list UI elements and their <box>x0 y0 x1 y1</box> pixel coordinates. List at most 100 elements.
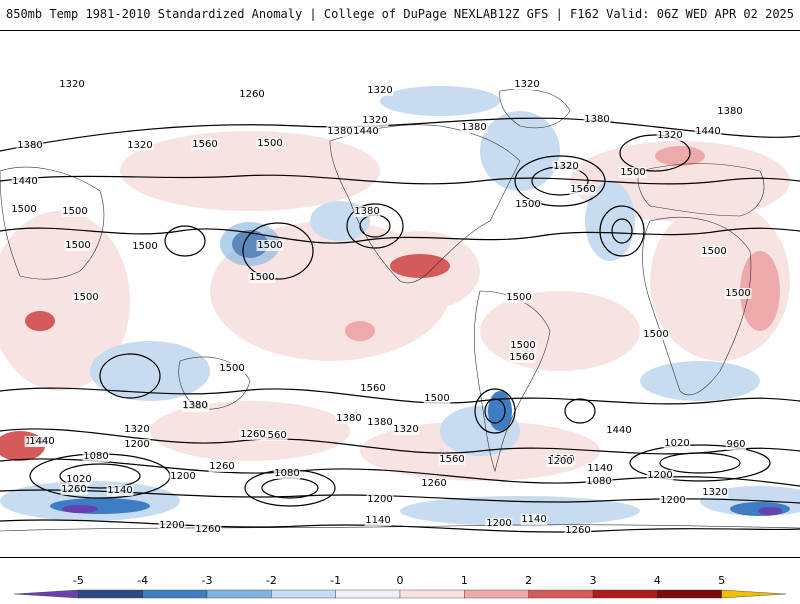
colorbar-swatch <box>464 589 529 599</box>
contour-label: 1440 <box>353 126 378 137</box>
asia-outline <box>0 166 105 280</box>
contour-label: 1560 <box>360 383 385 394</box>
south-america-outline <box>473 290 551 473</box>
contour-label: 1440 <box>695 126 720 137</box>
anomaly-patch <box>480 111 560 191</box>
contour-label: 1320 <box>59 79 84 90</box>
contour-label: 1320 <box>553 161 578 172</box>
colorbar-swatch <box>592 589 658 599</box>
colorbar-tick-label: 3 <box>590 574 597 587</box>
colorbar-swatch <box>13 589 79 599</box>
contour-label: 1140 <box>107 485 132 496</box>
contour-label: 1260 <box>61 484 86 495</box>
colorbar-swatch <box>206 589 272 599</box>
contour-label: 1260 <box>240 429 265 440</box>
anomaly-patch <box>120 131 380 211</box>
contour-label: 1380 <box>327 126 352 137</box>
anomaly-patch <box>480 291 640 371</box>
colorbar-tick-label: -3 <box>202 574 213 587</box>
contour-label: 1080 <box>83 451 108 462</box>
contour-low <box>619 134 691 172</box>
contour-label: 1080 <box>274 468 299 479</box>
colorbar-tick-label: 4 <box>654 574 661 587</box>
contour-line <box>0 227 800 244</box>
colorbar-swatch <box>721 589 787 599</box>
contour-low <box>514 155 606 207</box>
contour-low <box>164 225 206 257</box>
contour-label: 1500 <box>73 292 98 303</box>
colorbar-legend: -5 -4 -3 -2 -1 0 1 2 3 4 5 <box>0 570 800 600</box>
anomaly-patch <box>400 496 640 526</box>
africa-outline <box>642 216 752 396</box>
contour-label: 1500 <box>249 272 274 283</box>
contour-low <box>242 222 314 280</box>
anomaly-patch <box>25 311 55 331</box>
contour-label: 1560 <box>192 139 217 150</box>
contour-low <box>629 444 771 482</box>
anomaly-map[interactable]: 1320 1260 1320 1320 1320 1380 1320 1380 1440 1380… <box>0 30 800 558</box>
contour-label: 1020 <box>66 474 91 485</box>
contour-label: 1380 <box>354 206 379 217</box>
header: 850mb Temp 1981-2010 Standardized Anomal… <box>0 0 800 30</box>
europe-outline <box>637 163 765 217</box>
australia-outline <box>178 356 251 410</box>
contour-label: 1500 <box>424 393 449 404</box>
anomaly-patch <box>0 211 130 391</box>
contour-label: 1560 <box>439 454 464 465</box>
contour-label: 1500 <box>132 241 157 252</box>
anomaly-patch <box>62 505 98 513</box>
contour-label: 1500 <box>701 246 726 257</box>
contour-label: 1260 <box>195 524 220 535</box>
anomaly-patch <box>655 146 705 166</box>
anomaly-patch <box>640 361 760 401</box>
colorbar-tick-label: -1 <box>330 574 341 587</box>
contour-label: 1020 <box>664 438 689 449</box>
colorbar-swatch <box>78 589 143 599</box>
contour-low <box>346 203 404 249</box>
contour-label: 1140 <box>587 463 612 474</box>
anomaly-patch <box>50 498 150 514</box>
anomaly-patch <box>740 251 780 331</box>
contour-label: 1380 <box>461 122 486 133</box>
anomaly-patch <box>380 86 500 116</box>
contour-label: 1200 <box>170 471 195 482</box>
colorbar-tick-label: -5 <box>73 574 84 587</box>
contour-label: 1500 <box>62 206 87 217</box>
contour-label: 1380 <box>584 114 609 125</box>
contour-label: 1320 <box>367 85 392 96</box>
contour-label: 1320 <box>657 130 682 141</box>
contour-label: 1140 <box>365 515 390 526</box>
colorbar-swatch <box>657 589 722 599</box>
contour-low <box>261 477 319 499</box>
colorbar-swatch <box>271 589 336 599</box>
colorbar-tick-label: 0 <box>397 574 404 587</box>
colorbar-tick-label: -2 <box>266 574 277 587</box>
contour-label: 1200 <box>547 456 572 467</box>
contour-label: 1500 <box>257 138 282 149</box>
contour-label: 1200 <box>647 470 672 481</box>
contour-label: 1500 <box>11 204 36 215</box>
contour-label: 1260 <box>209 461 234 472</box>
contour-label: 1500 <box>65 240 90 251</box>
contour-label: 1380 <box>336 413 361 424</box>
contour-line <box>0 519 800 533</box>
colorbar-tick-label: 1 <box>461 574 468 587</box>
contour-label: 1200 <box>124 439 149 450</box>
contour-label: 1320 <box>393 424 418 435</box>
contour-label: 1200 <box>367 494 392 505</box>
anomaly-patch <box>758 507 782 515</box>
contour-label: 1320 <box>702 487 727 498</box>
contour-label: 1440 <box>12 176 37 187</box>
height-contours <box>0 117 800 533</box>
contour-label: 1200 <box>660 495 685 506</box>
colorbar-ticks: -5 -4 -3 -2 -1 0 1 2 3 4 5 <box>73 574 725 587</box>
contour-label: 1560 <box>261 430 286 441</box>
contour-label: 1500 <box>510 340 535 351</box>
anomaly-patch <box>488 391 512 431</box>
contour-low <box>59 463 141 489</box>
contour-label: 1560 <box>570 184 595 195</box>
contour-low <box>564 398 596 424</box>
contour-label: 1200 <box>486 518 511 529</box>
